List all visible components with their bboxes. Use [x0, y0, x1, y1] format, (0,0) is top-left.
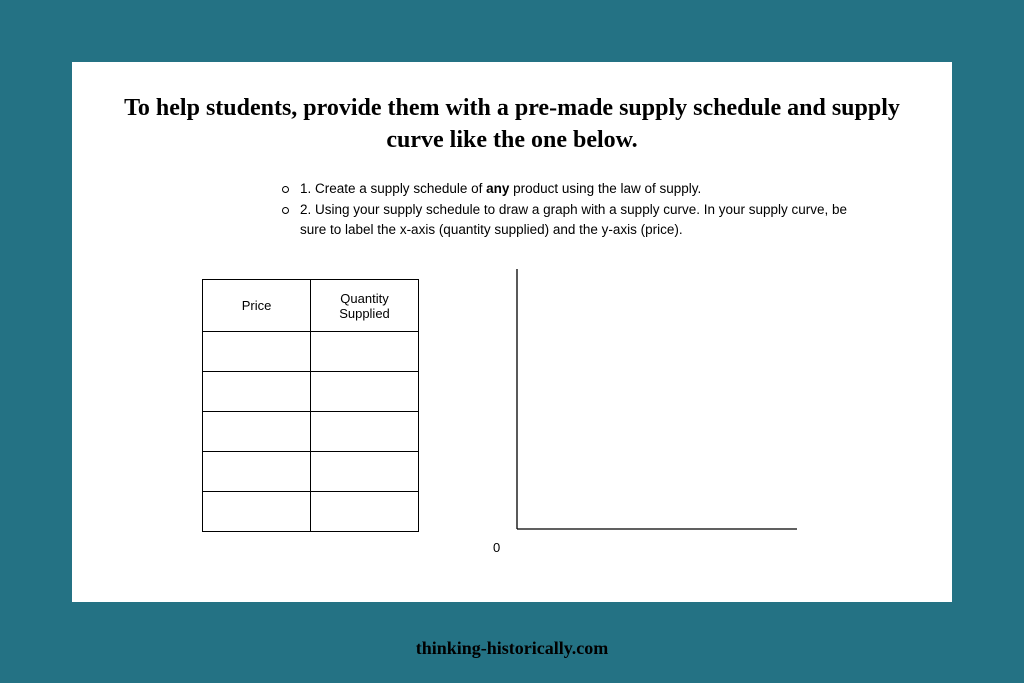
supply-schedule-table: Price Quantity Supplied [202, 279, 419, 532]
footer-attribution: thinking-historically.com [0, 638, 1024, 659]
content-row: Price Quantity Supplied 0 [202, 279, 912, 549]
content-card: To help students, provide them with a pr… [72, 62, 952, 602]
table-header-row: Price Quantity Supplied [203, 280, 419, 332]
cell [311, 412, 419, 452]
table-row [203, 372, 419, 412]
table-row [203, 412, 419, 452]
instr1-post: product using the law of supply. [509, 181, 701, 196]
cell [203, 412, 311, 452]
cell [203, 492, 311, 532]
cell [311, 372, 419, 412]
page-title: To help students, provide them with a pr… [112, 92, 912, 157]
table-row [203, 332, 419, 372]
instruction-item-2: 2. Using your supply schedule to draw a … [282, 200, 852, 239]
col-header-price: Price [203, 280, 311, 332]
cell [203, 452, 311, 492]
cell [203, 372, 311, 412]
axes-svg [507, 269, 807, 549]
instr1-pre: 1. Create a supply schedule of [300, 181, 486, 196]
col-header-quantity: Quantity Supplied [311, 280, 419, 332]
table-row [203, 452, 419, 492]
cell [311, 492, 419, 532]
instr1-bold: any [486, 181, 509, 196]
instruction-item-1: 1. Create a supply schedule of any produ… [282, 179, 852, 199]
origin-label: 0 [493, 540, 500, 555]
cell [203, 332, 311, 372]
cell [311, 332, 419, 372]
cell [311, 452, 419, 492]
supply-curve-graph: 0 [507, 269, 807, 549]
table-row [203, 492, 419, 532]
instructions-block: 1. Create a supply schedule of any produ… [282, 179, 852, 240]
